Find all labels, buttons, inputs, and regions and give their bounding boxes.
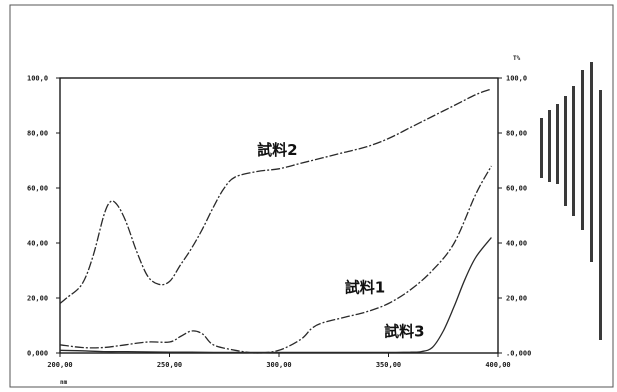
y-tick-label-right: 80,00 [506,130,527,138]
series-line-1 [59,88,492,305]
x-tick-label: 400,00 [485,361,510,369]
y-tick-label-left: 40,00 [27,240,48,248]
y-tick-label-right: 40,00 [506,240,527,248]
y-unit-right: T% [513,55,521,62]
series-line-2 [59,165,492,354]
y-tick-label-left: 0,000 [27,350,48,358]
x-tick-label: 250,00 [157,361,182,369]
y-tick-label-right: 100,0 [506,75,527,83]
series-label-1: 試料2 [257,141,297,159]
x-unit: nm [60,379,68,386]
outer-frame [9,4,614,388]
y-axis-left: 0,000 20,00 40,00 60,00 80,00 100,0 [27,75,60,358]
y-tick-label-left: 100,0 [27,75,48,83]
y-tick-label-right: 60,00 [506,185,527,193]
x-tick-label: 200,00 [47,361,72,369]
y-tick-label-right: 20,00 [506,295,527,303]
y-tick-label-right: .0,000 [506,350,531,358]
series-group [59,88,492,354]
y-tick-label-left: 60,00 [27,185,48,193]
instrument-info-block [540,62,602,340]
y-axis-right: .0,000 20,00 40,00 60,00 80,00 100,0 [498,75,531,358]
x-tick-label: 300,00 [266,361,291,369]
y-tick-label-left: 80,00 [27,130,48,138]
x-axis: 200,00 250,00 300,00 350,00 400,00 [47,353,511,369]
series-line-3 [59,237,492,354]
series-labels: 試料2 試料1 試料3 [257,141,424,341]
plot-frame [59,77,499,354]
x-tick-label: 350,00 [376,361,401,369]
series-label-2: 試料1 [345,279,385,297]
series-label-3: 試料3 [384,323,424,341]
y-tick-label-left: 20,00 [27,295,48,303]
